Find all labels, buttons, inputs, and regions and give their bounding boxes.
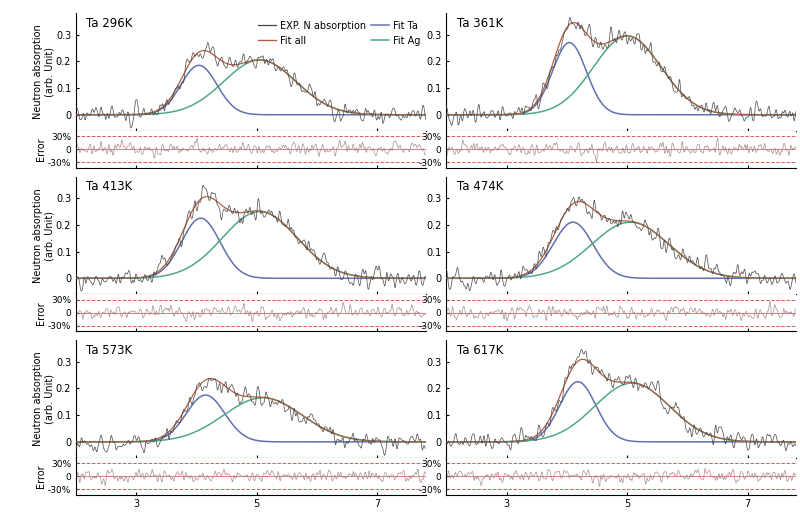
Y-axis label: Error: Error (36, 138, 46, 161)
Y-axis label: Error: Error (36, 301, 46, 324)
Legend: EXP. N absorption, Fit all, Fit Ta, Fit Ag: EXP. N absorption, Fit all, Fit Ta, Fit … (254, 17, 424, 50)
Text: Ta 361K: Ta 361K (457, 17, 503, 30)
Text: Ta 474K: Ta 474K (457, 180, 503, 193)
Text: Ta 617K: Ta 617K (457, 344, 503, 357)
Y-axis label: Neutron absorption
(arb. Unit): Neutron absorption (arb. Unit) (33, 188, 54, 283)
Y-axis label: Neutron absorption
(arb. Unit): Neutron absorption (arb. Unit) (33, 25, 54, 120)
Text: Ta 573K: Ta 573K (86, 344, 133, 357)
Text: Ta 296K: Ta 296K (86, 17, 133, 30)
Y-axis label: Neutron absorption
(arb. Unit): Neutron absorption (arb. Unit) (33, 352, 54, 446)
Y-axis label: Error: Error (36, 464, 46, 488)
Text: Ta 413K: Ta 413K (86, 180, 133, 193)
